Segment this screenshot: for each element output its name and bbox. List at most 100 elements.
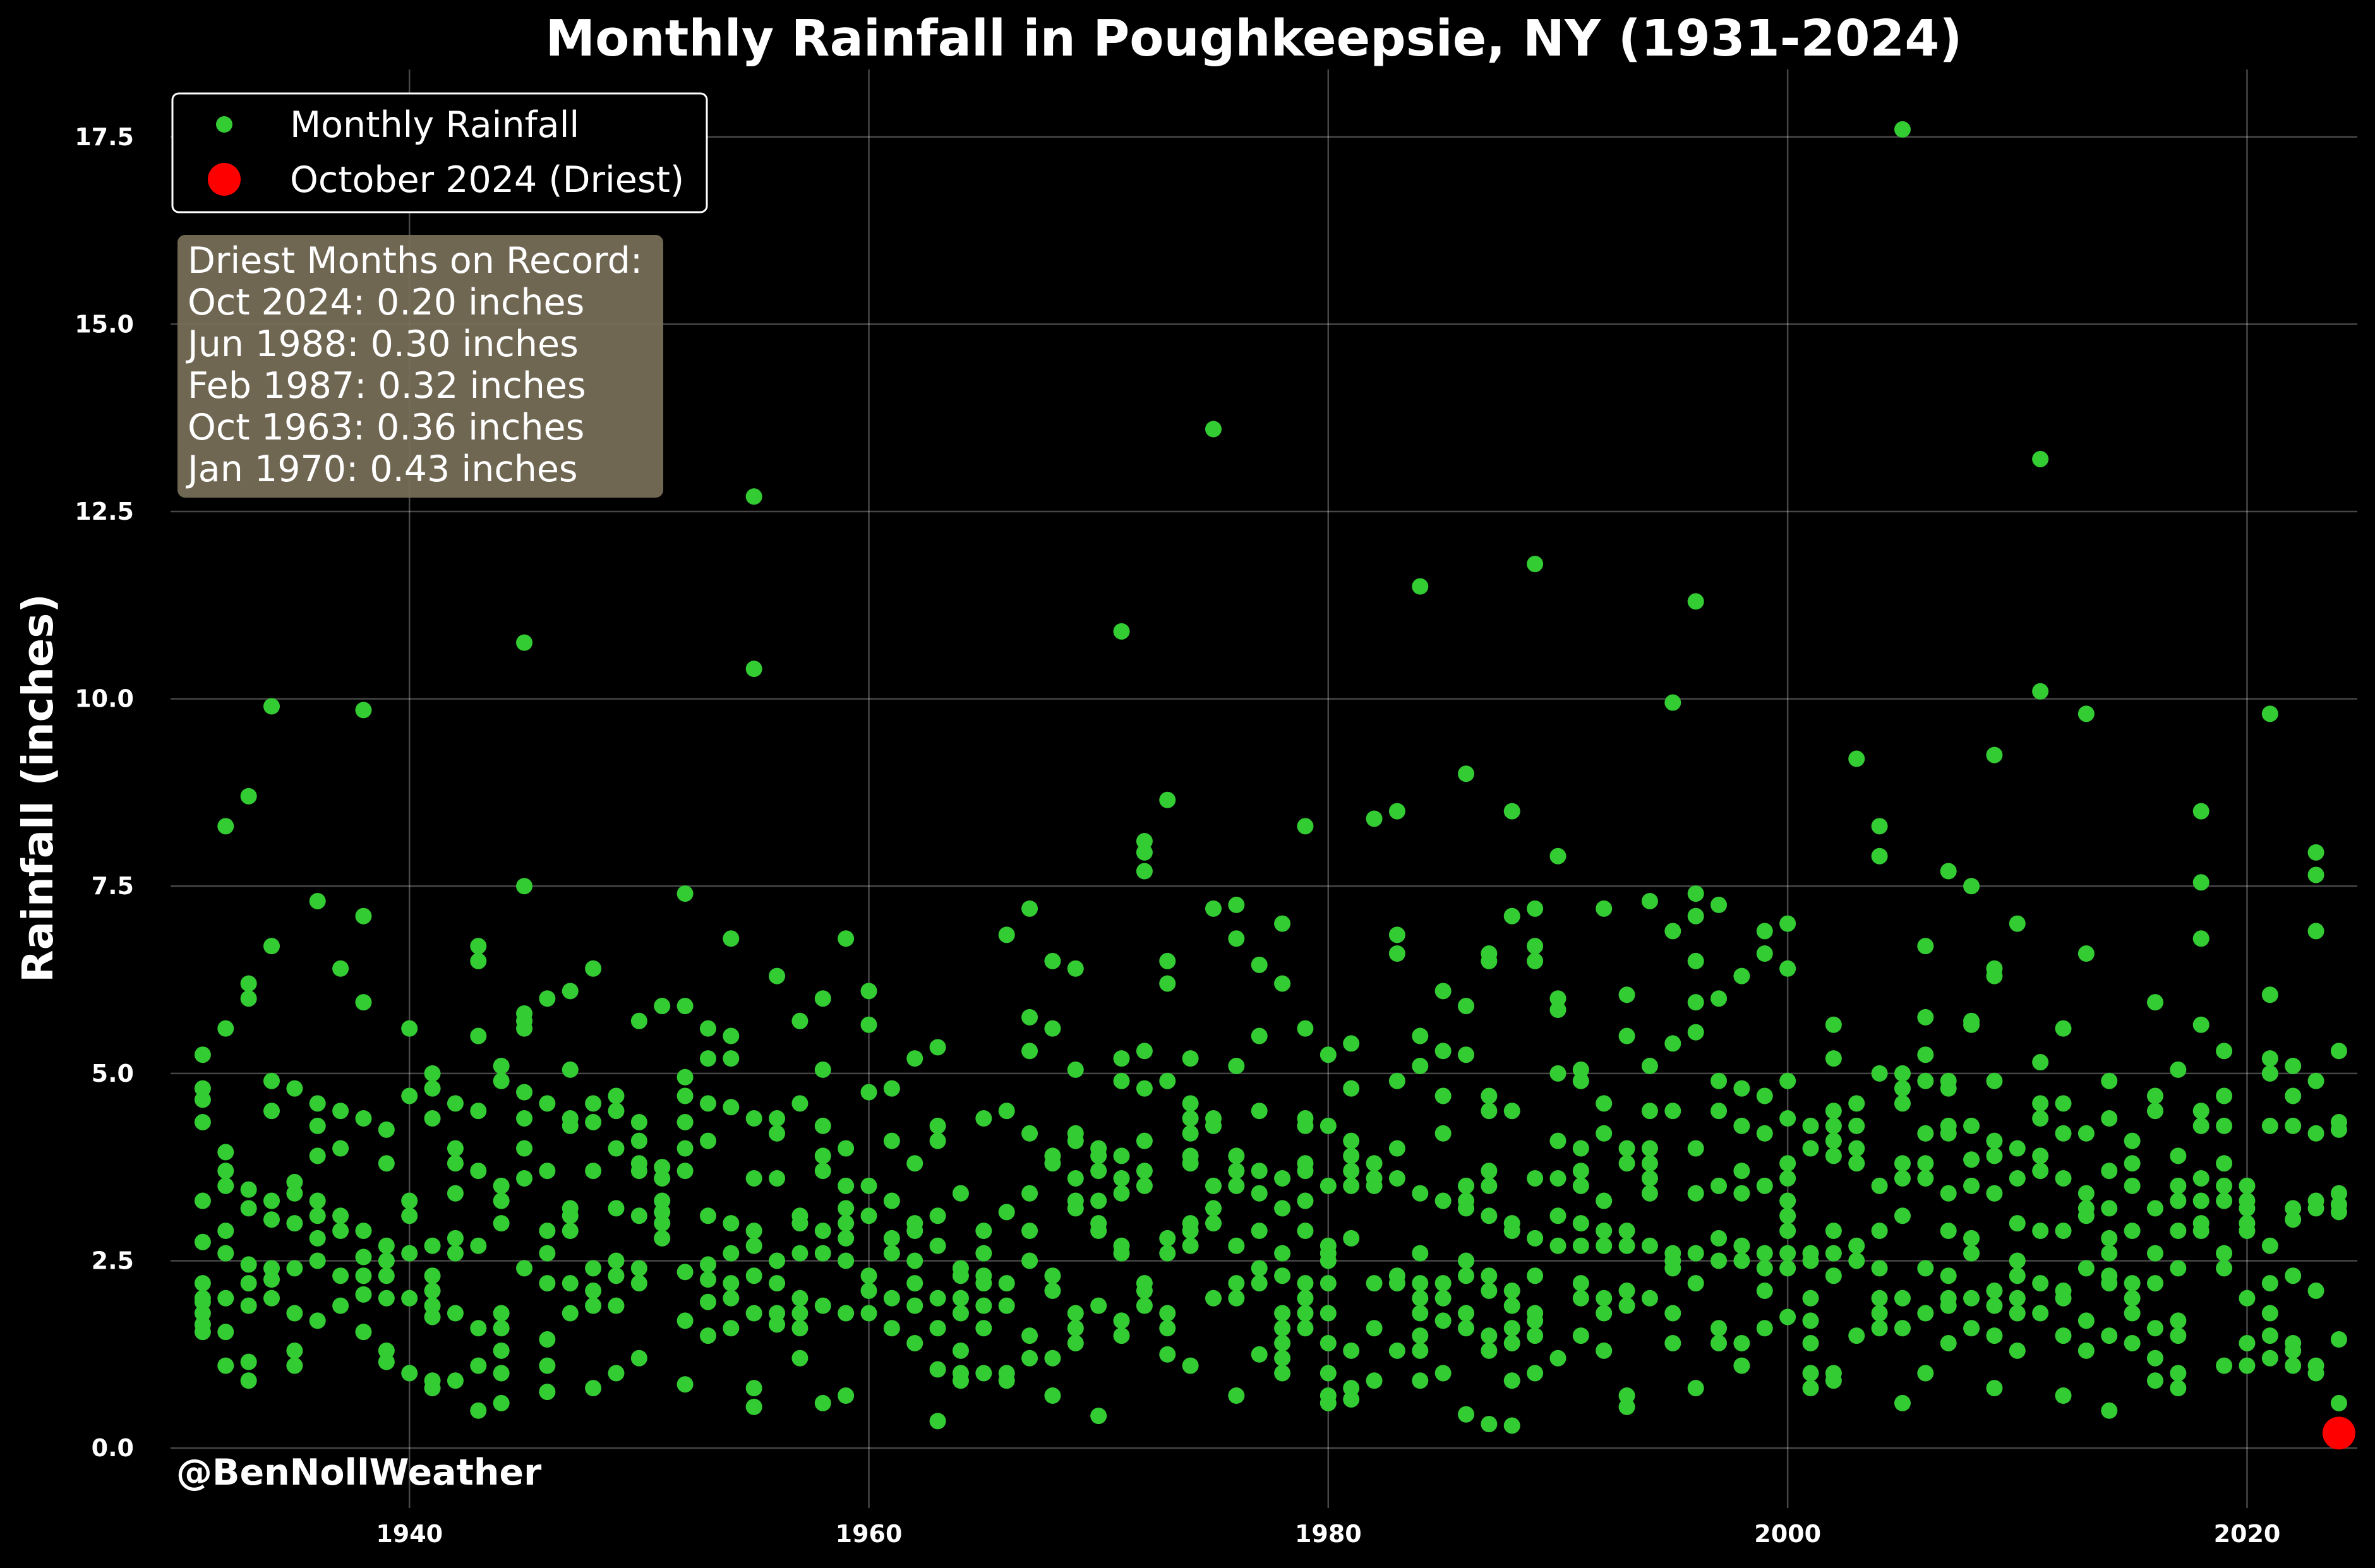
rainfall-point: [401, 1192, 418, 1209]
rainfall-point: [1687, 1185, 1704, 1202]
y-tick-label: 17.5: [75, 123, 134, 151]
rainfall-point: [608, 1267, 625, 1284]
rainfall-point: [263, 938, 280, 955]
rainfall-point: [2032, 1054, 2049, 1071]
rainfall-point: [1251, 1275, 1268, 1292]
rainfall-point: [1963, 1320, 1980, 1337]
rainfall-point: [699, 1020, 716, 1037]
rainfall-point: [1412, 1275, 1429, 1292]
rainfall-point: [1274, 915, 1291, 932]
rainfall-point: [1986, 967, 2003, 984]
rainfall-point: [424, 1237, 441, 1254]
rainfall-point: [1503, 803, 1520, 820]
rainfall-point: [1549, 1002, 1566, 1019]
rainfall-point: [1481, 1282, 1498, 1299]
rainfall-point: [2216, 1177, 2233, 1194]
rainfall-point: [1527, 1327, 1544, 1344]
rainfall-point: [2146, 1320, 2163, 1337]
rainfall-point: [1687, 994, 1704, 1011]
rainfall-point: [2101, 1163, 2118, 1180]
rainfall-point: [723, 930, 740, 947]
rainfall-point: [883, 1230, 900, 1247]
rainfall-point: [699, 1095, 716, 1112]
rainfall-point: [2216, 1192, 2233, 1209]
rainfall-point: [1251, 1346, 1268, 1363]
rainfall-point: [769, 1125, 786, 1142]
rainfall-point: [1986, 1132, 2003, 1149]
rainfall-point: [1825, 1147, 1842, 1164]
rainfall-point: [562, 1275, 579, 1292]
rainfall-point: [1251, 1223, 1268, 1240]
rainfall-point: [493, 1305, 510, 1322]
rainfall-point: [860, 1016, 877, 1033]
rainfall-point: [1917, 938, 1934, 955]
rainfall-point: [1503, 907, 1520, 925]
rainfall-point: [1136, 1163, 1153, 1180]
rainfall-point: [860, 1177, 877, 1194]
rainfall-point: [630, 1260, 647, 1277]
rainfall-point: [2032, 1305, 2049, 1322]
rainfall-point: [1802, 1312, 1819, 1329]
annotation-box: [177, 235, 663, 498]
rainfall-point: [2032, 450, 2049, 467]
rainfall-point: [2146, 1103, 2163, 1120]
rainfall-point: [1434, 1043, 1452, 1060]
rainfall-point: [516, 1110, 533, 1127]
rainfall-point: [2192, 1192, 2210, 1209]
rainfall-point: [585, 1260, 602, 1277]
rainfall-point: [1228, 1275, 1245, 1292]
rainfall-point: [2170, 1147, 2187, 1164]
rainfall-point: [1779, 1170, 1796, 1187]
rainfall-point: [1090, 1408, 1107, 1425]
rainfall-point: [1733, 1334, 1750, 1351]
rainfall-point: [1894, 1320, 1911, 1337]
rainfall-point: [1021, 1008, 1038, 1026]
rainfall-point: [1596, 1305, 1613, 1322]
rainfall-point: [1572, 1140, 1589, 1157]
rainfall-point: [975, 1297, 992, 1314]
rainfall-point: [2101, 1110, 2118, 1127]
rainfall-point: [217, 1357, 234, 1374]
rainfall-point: [1320, 1177, 1337, 1194]
rainfall-point: [1756, 945, 1773, 962]
rainfall-point: [1481, 952, 1498, 969]
rainfall-point: [1481, 1342, 1498, 1359]
rainfall-point: [676, 1068, 694, 1086]
rainfall-point: [723, 1245, 740, 1262]
rainfall-point: [1664, 1260, 1681, 1277]
y-tick-label: 2.5: [92, 1247, 134, 1274]
rainfall-point: [1182, 1155, 1199, 1172]
rainfall-point: [2239, 1334, 2256, 1351]
rainfall-point: [1366, 1320, 1383, 1337]
rainfall-point: [1113, 1050, 1130, 1067]
rainfall-point: [654, 1215, 671, 1232]
rainfall-point: [1572, 1163, 1589, 1180]
x-tick-label: 1980: [1295, 1520, 1362, 1548]
rainfall-point: [1687, 1245, 1704, 1262]
rainfall-point: [263, 1260, 280, 1277]
monthly-rainfall-points: [194, 121, 2347, 1434]
rainfall-point: [2285, 1267, 2302, 1284]
rainfall-point: [723, 1290, 740, 1307]
rainfall-point: [355, 994, 372, 1011]
rainfall-point: [1251, 1103, 1268, 1120]
rainfall-point: [1711, 1072, 1728, 1089]
rainfall-point: [2261, 1327, 2278, 1344]
rainfall-point: [1825, 1267, 1842, 1284]
rainfall-point: [2170, 1061, 2187, 1078]
watermark: @BenNollWeather: [176, 1452, 541, 1493]
rainfall-point: [1549, 847, 1566, 865]
rainfall-point: [1527, 1365, 1544, 1382]
rainfall-point: [1412, 1185, 1429, 1202]
rainfall-point: [1136, 1282, 1153, 1299]
rainfall-point: [539, 1095, 556, 1112]
rainfall-point: [2192, 874, 2210, 891]
rainfall-point: [309, 1230, 326, 1247]
rainfall-point: [2170, 1380, 2187, 1397]
rainfall-point: [1572, 1177, 1589, 1194]
rainfall-point: [2285, 1057, 2302, 1074]
rainfall-point: [1871, 1177, 1888, 1194]
rainfall-point: [838, 1387, 855, 1404]
rainfall-point: [194, 1046, 211, 1063]
rainfall-point: [539, 1275, 556, 1292]
